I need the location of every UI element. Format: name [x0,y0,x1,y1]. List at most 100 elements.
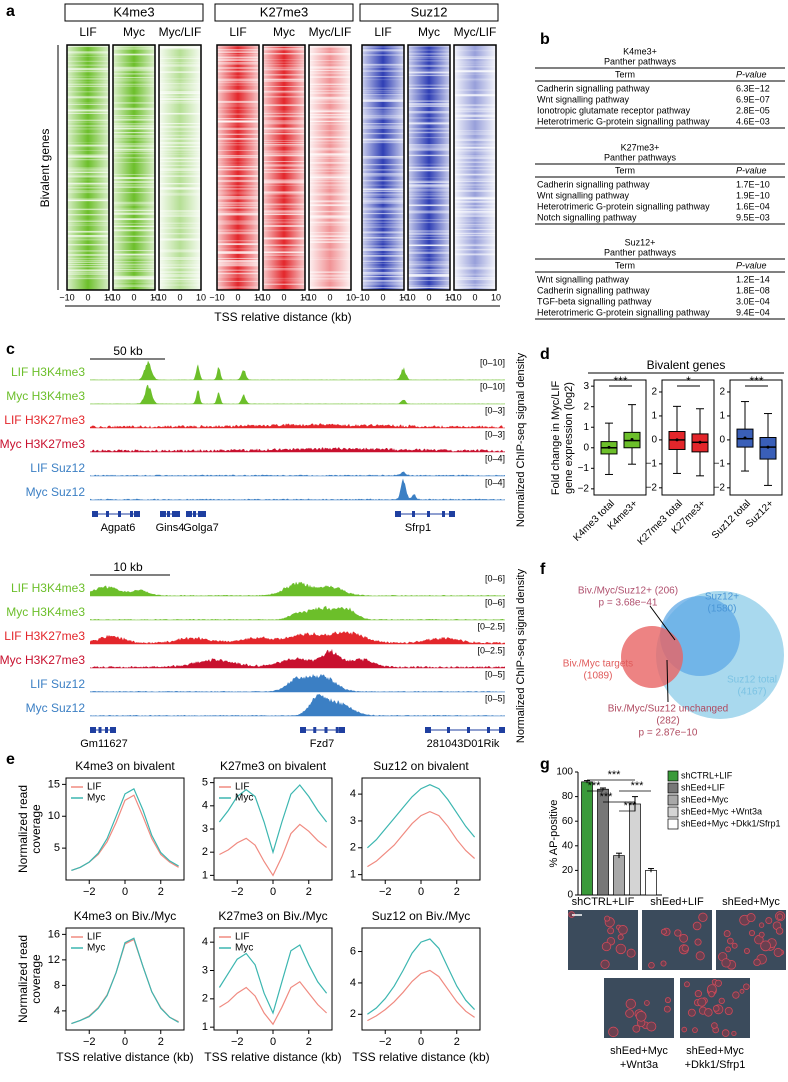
signal-track [90,360,505,380]
micrograph-label: shEed+Myc [610,1045,668,1057]
table-cell: 9.5E−03 [736,212,770,222]
heatmap-texture [408,185,450,188]
table-cell: 2.8E−05 [736,105,770,115]
heatmap-texture [362,157,404,160]
legend-label: shEed+Myc +Wnt3a [681,806,762,816]
track-label: Myc Suz12 [26,485,86,499]
series-line [367,810,476,868]
heatmap-texture [309,147,351,150]
x-tick-label: 10 [254,292,264,302]
heatmap-texture [454,199,496,201]
heatmap-texture [67,208,109,211]
heatmap-texture [159,71,201,73]
heatmap-texture [454,254,496,256]
heatmap-texture [113,146,155,148]
colony [746,913,756,923]
heatmap-texture [454,197,496,200]
heatmap-texture [113,80,155,82]
x-axis-label: TSS relative distance (kb) [204,1050,341,1064]
heatmap-texture [67,230,109,233]
heatmap-texture [454,274,496,276]
heatmap-texture [217,113,259,115]
heatmap-texture [159,194,201,196]
heatmap-texture [159,170,201,172]
heatmap-texture [362,70,404,72]
heatmap-texture [159,210,201,212]
heatmap-texture [217,78,259,81]
exon [106,511,109,517]
x-tick-label: −10 [105,292,120,302]
heatmap [217,45,259,290]
heatmap-texture [408,144,450,146]
heatmap-texture [408,185,450,187]
heatmap-texture [362,46,404,48]
heatmap-texture [159,164,201,166]
track-range: [0–3] [485,405,505,415]
heatmap-texture [217,52,259,53]
panel-letter: g [540,756,550,773]
colony [776,913,784,920]
exon [98,727,102,733]
heatmap-texture [263,132,305,135]
x-tick-label: −10 [301,292,316,302]
heatmap-texture [159,148,201,151]
heatmap-texture [217,144,259,146]
heatmap-texture [408,103,450,105]
heatmap-texture [263,203,305,205]
heatmap-texture [454,115,496,118]
heatmap-texture [67,182,109,185]
colony [600,959,610,969]
heatmap-texture [67,146,109,148]
heatmap-texture [454,110,496,113]
heatmap-texture [113,118,155,121]
heatmap-texture [309,108,351,111]
legend-label: Myc [235,793,253,804]
x-tick-label: 0 [122,886,128,898]
heatmap-texture [454,145,496,147]
micrograph-label: shEed+Myc [686,1045,744,1057]
heatmap-texture [362,201,404,203]
heatmap-texture [67,184,109,186]
legend-label: shEed+Myc +Dkk1/Sfrp1 [681,818,781,828]
heatmap-texture [362,106,404,108]
heatmap-texture [408,148,450,150]
legend-swatch [667,818,679,830]
exon [193,511,196,517]
heatmap-texture [159,91,201,93]
heatmap-texture [362,101,404,102]
y-tick-label: 1 [651,411,657,422]
heatmap-texture [454,71,496,73]
table-cell: 1.7E−10 [736,179,770,189]
heatmap-texture [309,114,351,116]
x-tick-label: −2 [83,1036,96,1048]
heatmap-texture [159,222,201,224]
heatmap-texture [408,198,450,200]
mean-dot [743,436,747,440]
heatmap-texture [362,224,404,226]
heatmap-texture [217,56,259,59]
heatmap-texture [113,48,155,50]
x-axis-label: TSS relative distance (kb) [352,1050,489,1064]
y-tick-label: 10 [48,810,60,822]
signal-track [90,478,505,500]
heatmap-texture [217,105,259,107]
colony [765,917,773,925]
heatmap-texture [263,111,305,113]
track-label: Myc H3K4me3 [6,389,85,403]
heatmap-texture [408,252,450,254]
heatmap-texture [217,127,259,129]
heatmap-texture [408,189,450,190]
y-tick-label: 1 [719,411,725,422]
track-range: [0–4] [485,453,505,463]
heatmap-texture [159,160,201,162]
exon [487,727,490,733]
heatmap-texture [217,118,259,120]
track-label: LIF H3K27me3 [4,413,85,427]
heatmap-texture [113,85,155,88]
heatmap-frame [158,44,202,291]
heatmap-texture [309,62,351,65]
heatmap-texture [113,269,155,270]
heatmap-texture [454,268,496,270]
heatmap-texture [113,66,155,68]
